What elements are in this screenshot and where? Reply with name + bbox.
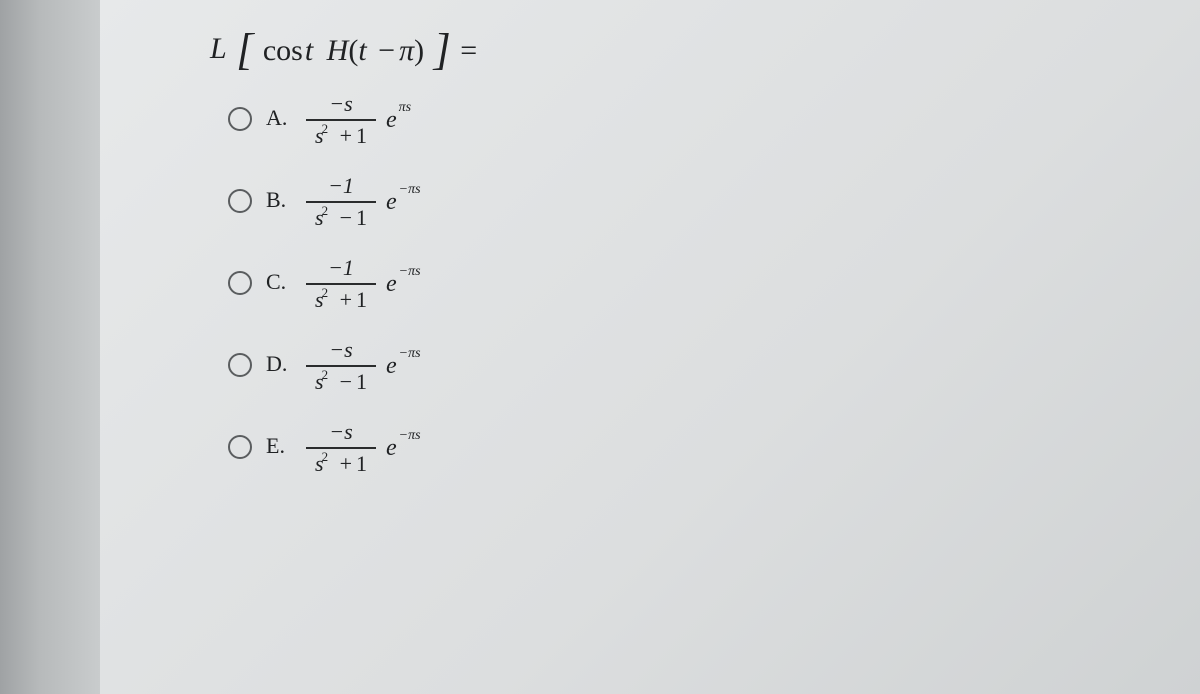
option-label-c: C. — [266, 269, 296, 295]
option-e: E. −s s2 +1 e −πs — [228, 417, 710, 479]
radio-a[interactable] — [228, 107, 252, 131]
e-exponent-b: −πs — [399, 182, 421, 198]
option-label-b: B. — [266, 187, 296, 213]
right-bracket: ] — [434, 24, 451, 75]
numerator-c: −1 — [320, 253, 362, 283]
radio-c[interactable] — [228, 271, 252, 295]
e-base-d: e — [386, 353, 397, 380]
e-base-c: e — [386, 271, 397, 298]
option-a: A. −s s2 +1 e πs — [228, 89, 710, 151]
denominator-b: s2 −1 — [307, 203, 375, 233]
question-prompt: L [ cost H(t −π) ] = cos t H(t − π) — [210, 20, 710, 71]
fraction-d: −s s2 −1 — [306, 335, 376, 397]
operator-L: L — [210, 32, 227, 66]
answer-options: A. −s s2 +1 e πs B. — [228, 89, 710, 479]
denominator-e: s2 +1 — [307, 449, 375, 479]
option-b: B. −1 s2 −1 e −πs — [228, 171, 710, 233]
denominator-d: s2 −1 — [307, 367, 375, 397]
denominator-a: s2 +1 — [307, 121, 375, 151]
fraction-e: −s s2 +1 — [306, 417, 376, 479]
denominator-c: s2 +1 — [307, 285, 375, 315]
numerator-e: −s — [321, 417, 360, 447]
numerator-a: −s — [321, 89, 360, 119]
question-block: L [ cost H(t −π) ] = cos t H(t − π) A. −… — [210, 20, 710, 499]
e-base-e: e — [386, 435, 397, 462]
integrand: cost H(t −π) — [263, 34, 432, 67]
fraction-c: −1 s2 +1 — [306, 253, 376, 315]
option-label-d: D. — [266, 351, 296, 377]
paper-page: L [ cost H(t −π) ] = cos t H(t − π) A. −… — [100, 0, 1200, 694]
e-exponent-d: −πs — [399, 346, 421, 362]
left-bracket: [ — [236, 24, 253, 75]
option-label-e: E. — [266, 433, 296, 459]
equals-sign: = — [460, 34, 477, 67]
option-c: C. −1 s2 +1 e −πs — [228, 253, 710, 315]
numerator-b: −1 — [320, 171, 362, 201]
fraction-b: −1 s2 −1 — [306, 171, 376, 233]
radio-b[interactable] — [228, 189, 252, 213]
e-exponent-c: −πs — [399, 264, 421, 280]
fraction-a: −s s2 +1 — [306, 89, 376, 151]
option-expr-d: −s s2 −1 e −πs — [306, 335, 421, 397]
option-d: D. −s s2 −1 e −πs — [228, 335, 710, 397]
option-expr-b: −1 s2 −1 e −πs — [306, 171, 421, 233]
e-exponent-e: −πs — [399, 428, 421, 444]
numerator-d: −s — [321, 335, 360, 365]
radio-d[interactable] — [228, 353, 252, 377]
binding-shadow — [0, 0, 100, 694]
e-base-a: e — [386, 107, 397, 134]
e-exponent-a: πs — [399, 100, 411, 116]
e-base-b: e — [386, 189, 397, 216]
option-expr-c: −1 s2 +1 e −πs — [306, 253, 421, 315]
option-expr-a: −s s2 +1 e πs — [306, 89, 411, 151]
option-label-a: A. — [266, 105, 296, 131]
radio-e[interactable] — [228, 435, 252, 459]
option-expr-e: −s s2 +1 e −πs — [306, 417, 421, 479]
